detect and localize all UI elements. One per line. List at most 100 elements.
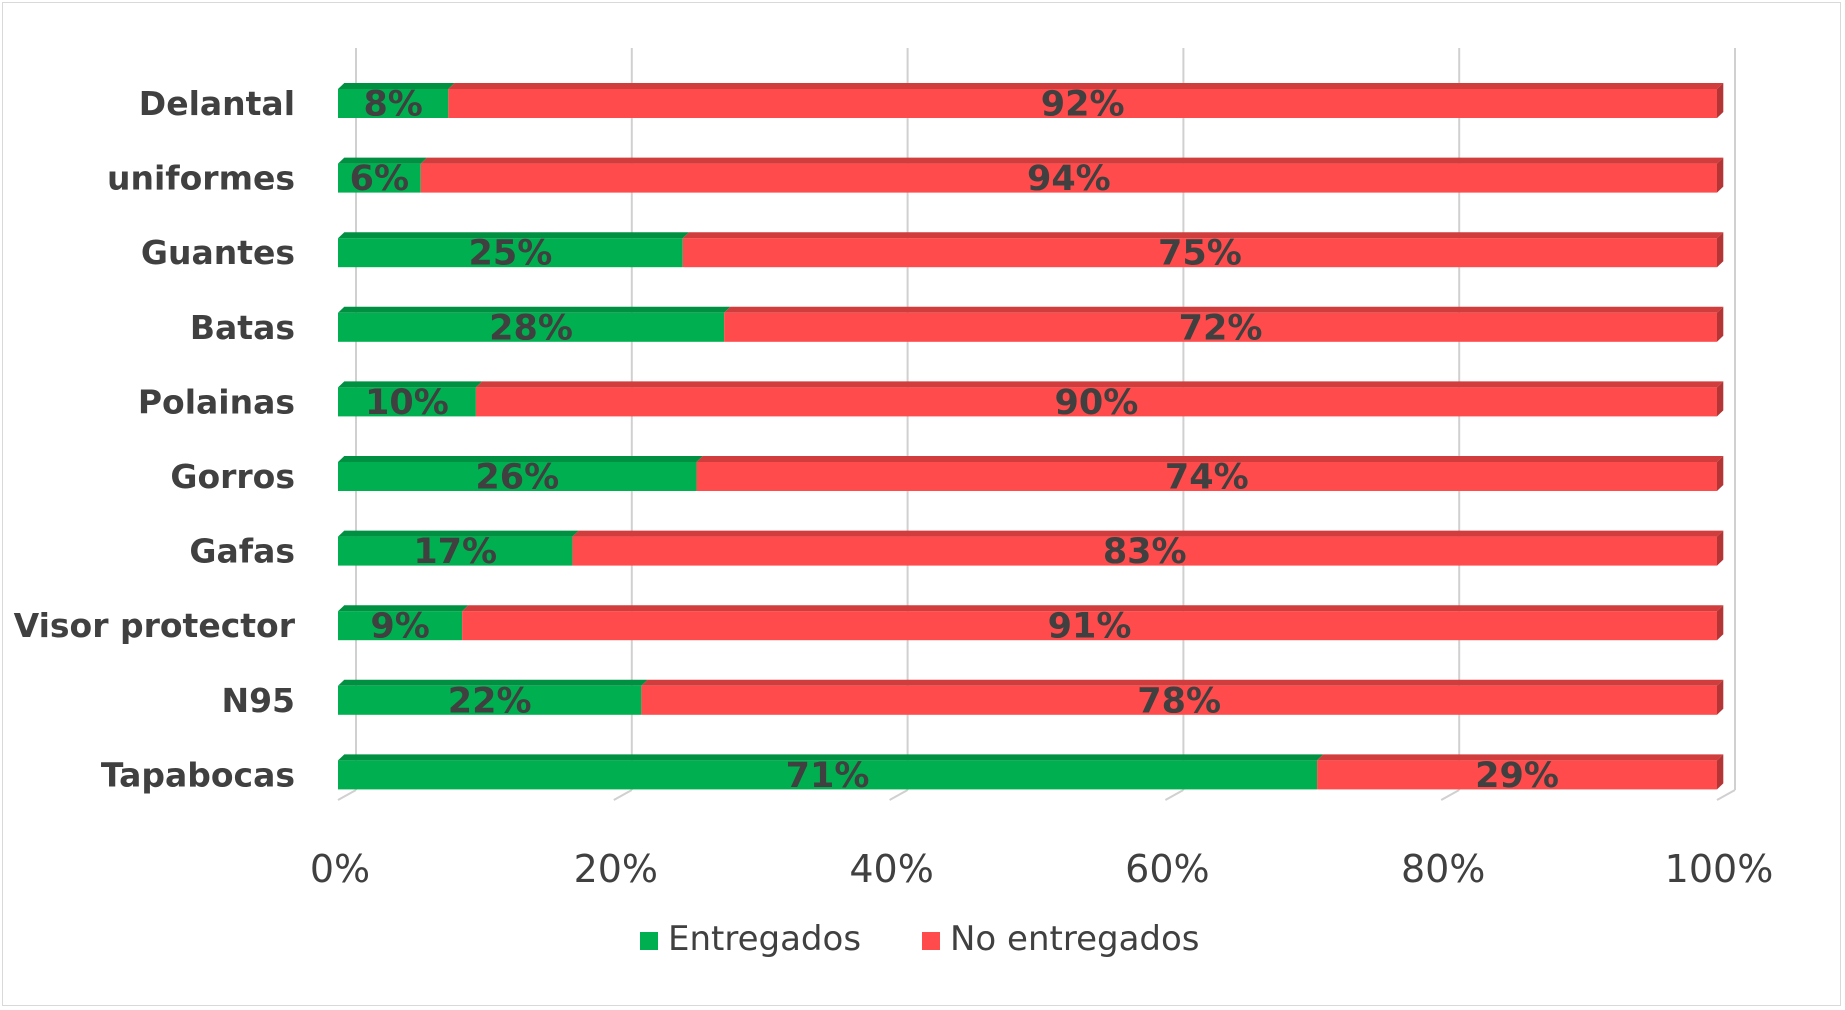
bar-top-face [682, 232, 1724, 239]
x-tick-label: 0% [310, 847, 370, 891]
bar-top-face [572, 530, 1724, 537]
data-label: 90% [1055, 383, 1139, 423]
bar-segment [1317, 754, 1724, 790]
data-label: 22% [448, 681, 532, 721]
gridline-foot [613, 789, 633, 801]
bar-front-face [724, 312, 1717, 342]
bar-top-face [1317, 754, 1724, 761]
bar-front-face [338, 611, 463, 641]
bar-top-face [641, 679, 1724, 686]
bar-front-face [338, 685, 642, 715]
bar-segment [338, 157, 428, 193]
bar-top-face [338, 530, 579, 537]
bar-segment [338, 306, 731, 342]
data-label: 17% [413, 532, 497, 572]
data-label: 74% [1165, 458, 1249, 498]
gridline-foot [1440, 789, 1460, 801]
bar-top-face [475, 381, 1724, 388]
category-label: Guantes [141, 233, 295, 272]
data-label: 6% [350, 159, 409, 199]
data-label: 9% [370, 607, 429, 647]
bar-top-face [338, 456, 703, 462]
x-tick-label: 40% [849, 847, 933, 891]
bar-top-face [462, 605, 1724, 612]
category-label: N95 [221, 681, 295, 720]
bar-side-face [1717, 381, 1724, 417]
bar-segment [420, 157, 1724, 193]
value-axis: 0% 20% 40% 60% 80% 100% [310, 847, 1773, 891]
bar-front-face [338, 387, 476, 417]
category-label: Gorros [170, 457, 295, 496]
bar-side-face [1717, 605, 1724, 641]
data-label: 83% [1103, 532, 1187, 572]
x-tick-label: 20% [574, 847, 658, 891]
bar-segment [338, 530, 579, 566]
data-label: 29% [1475, 756, 1559, 796]
bar-front-face [338, 89, 449, 118]
data-label: 72% [1179, 308, 1263, 348]
bar-top-face [338, 157, 428, 164]
bar-top-face [448, 83, 1724, 89]
bar-top-face [338, 306, 731, 313]
bar-front-face [338, 760, 1318, 790]
bar-segment [462, 605, 1724, 641]
category-label: Delantal [139, 84, 295, 123]
bar-front-face [338, 238, 683, 268]
category-axis: Delantal uniformes Guantes Batas Polainas Gor… [14, 84, 296, 794]
bar-segment [572, 530, 1724, 566]
category-label: Gafas [189, 532, 295, 571]
data-label: 75% [1158, 234, 1242, 274]
bar-front-face [462, 611, 1717, 641]
bar-front-face [448, 89, 1717, 118]
x-tick-label: 80% [1401, 847, 1485, 891]
data-label: 78% [1137, 681, 1221, 721]
bar-top-face [420, 157, 1724, 164]
bar-top-face [338, 83, 455, 89]
bar-front-face [475, 387, 1717, 417]
bar-side-face [1717, 754, 1724, 790]
bar-segment [448, 83, 1724, 118]
bar-segment [338, 381, 483, 417]
legend-item: Entregados [640, 919, 861, 959]
bar-segment [338, 754, 1324, 790]
bar-segment [475, 381, 1724, 417]
gridline-foot [1164, 789, 1184, 801]
data-label: 25% [468, 234, 552, 274]
bar-side-face [1717, 456, 1724, 491]
x-tick-label: 100% [1665, 847, 1774, 891]
bars [338, 83, 1724, 790]
category-label: Visor protector [14, 606, 296, 645]
bar-segment [338, 456, 703, 491]
bar-front-face [641, 685, 1717, 715]
bar-front-face [338, 163, 421, 193]
bar-side-face [1717, 306, 1724, 342]
data-label: 94% [1027, 159, 1111, 199]
bar-segment [338, 232, 690, 268]
bar-segment [338, 83, 455, 118]
bar-front-face [696, 462, 1717, 491]
legend-label: No entregados [950, 919, 1200, 959]
bar-front-face [338, 536, 573, 566]
bar-segment [696, 456, 1724, 491]
gridline-foot [1716, 789, 1736, 801]
data-label: 8% [363, 85, 422, 125]
data-label: 10% [365, 383, 449, 423]
legend-swatch [640, 932, 658, 950]
data-label: 92% [1041, 85, 1125, 125]
category-label: uniformes [107, 159, 295, 198]
data-label: 28% [489, 308, 573, 348]
bar-side-face [1717, 157, 1724, 193]
bar-side-face [1717, 530, 1724, 566]
bar-side-face [1717, 232, 1724, 268]
bar-top-face [338, 232, 690, 239]
legend-label: Entregados [668, 919, 861, 959]
bar-top-face [696, 456, 1724, 462]
data-labels: 8% 92% 6% 94% 25% 75% 28% 72% 10% 90% 26% 74% 17% 83%… [350, 85, 1559, 796]
bar-top-face [338, 679, 648, 686]
bar-front-face [1317, 760, 1717, 790]
category-label: Polainas [138, 382, 295, 421]
bar-segment [338, 679, 648, 715]
bar-front-face [338, 312, 725, 342]
bar-top-face [338, 381, 483, 388]
